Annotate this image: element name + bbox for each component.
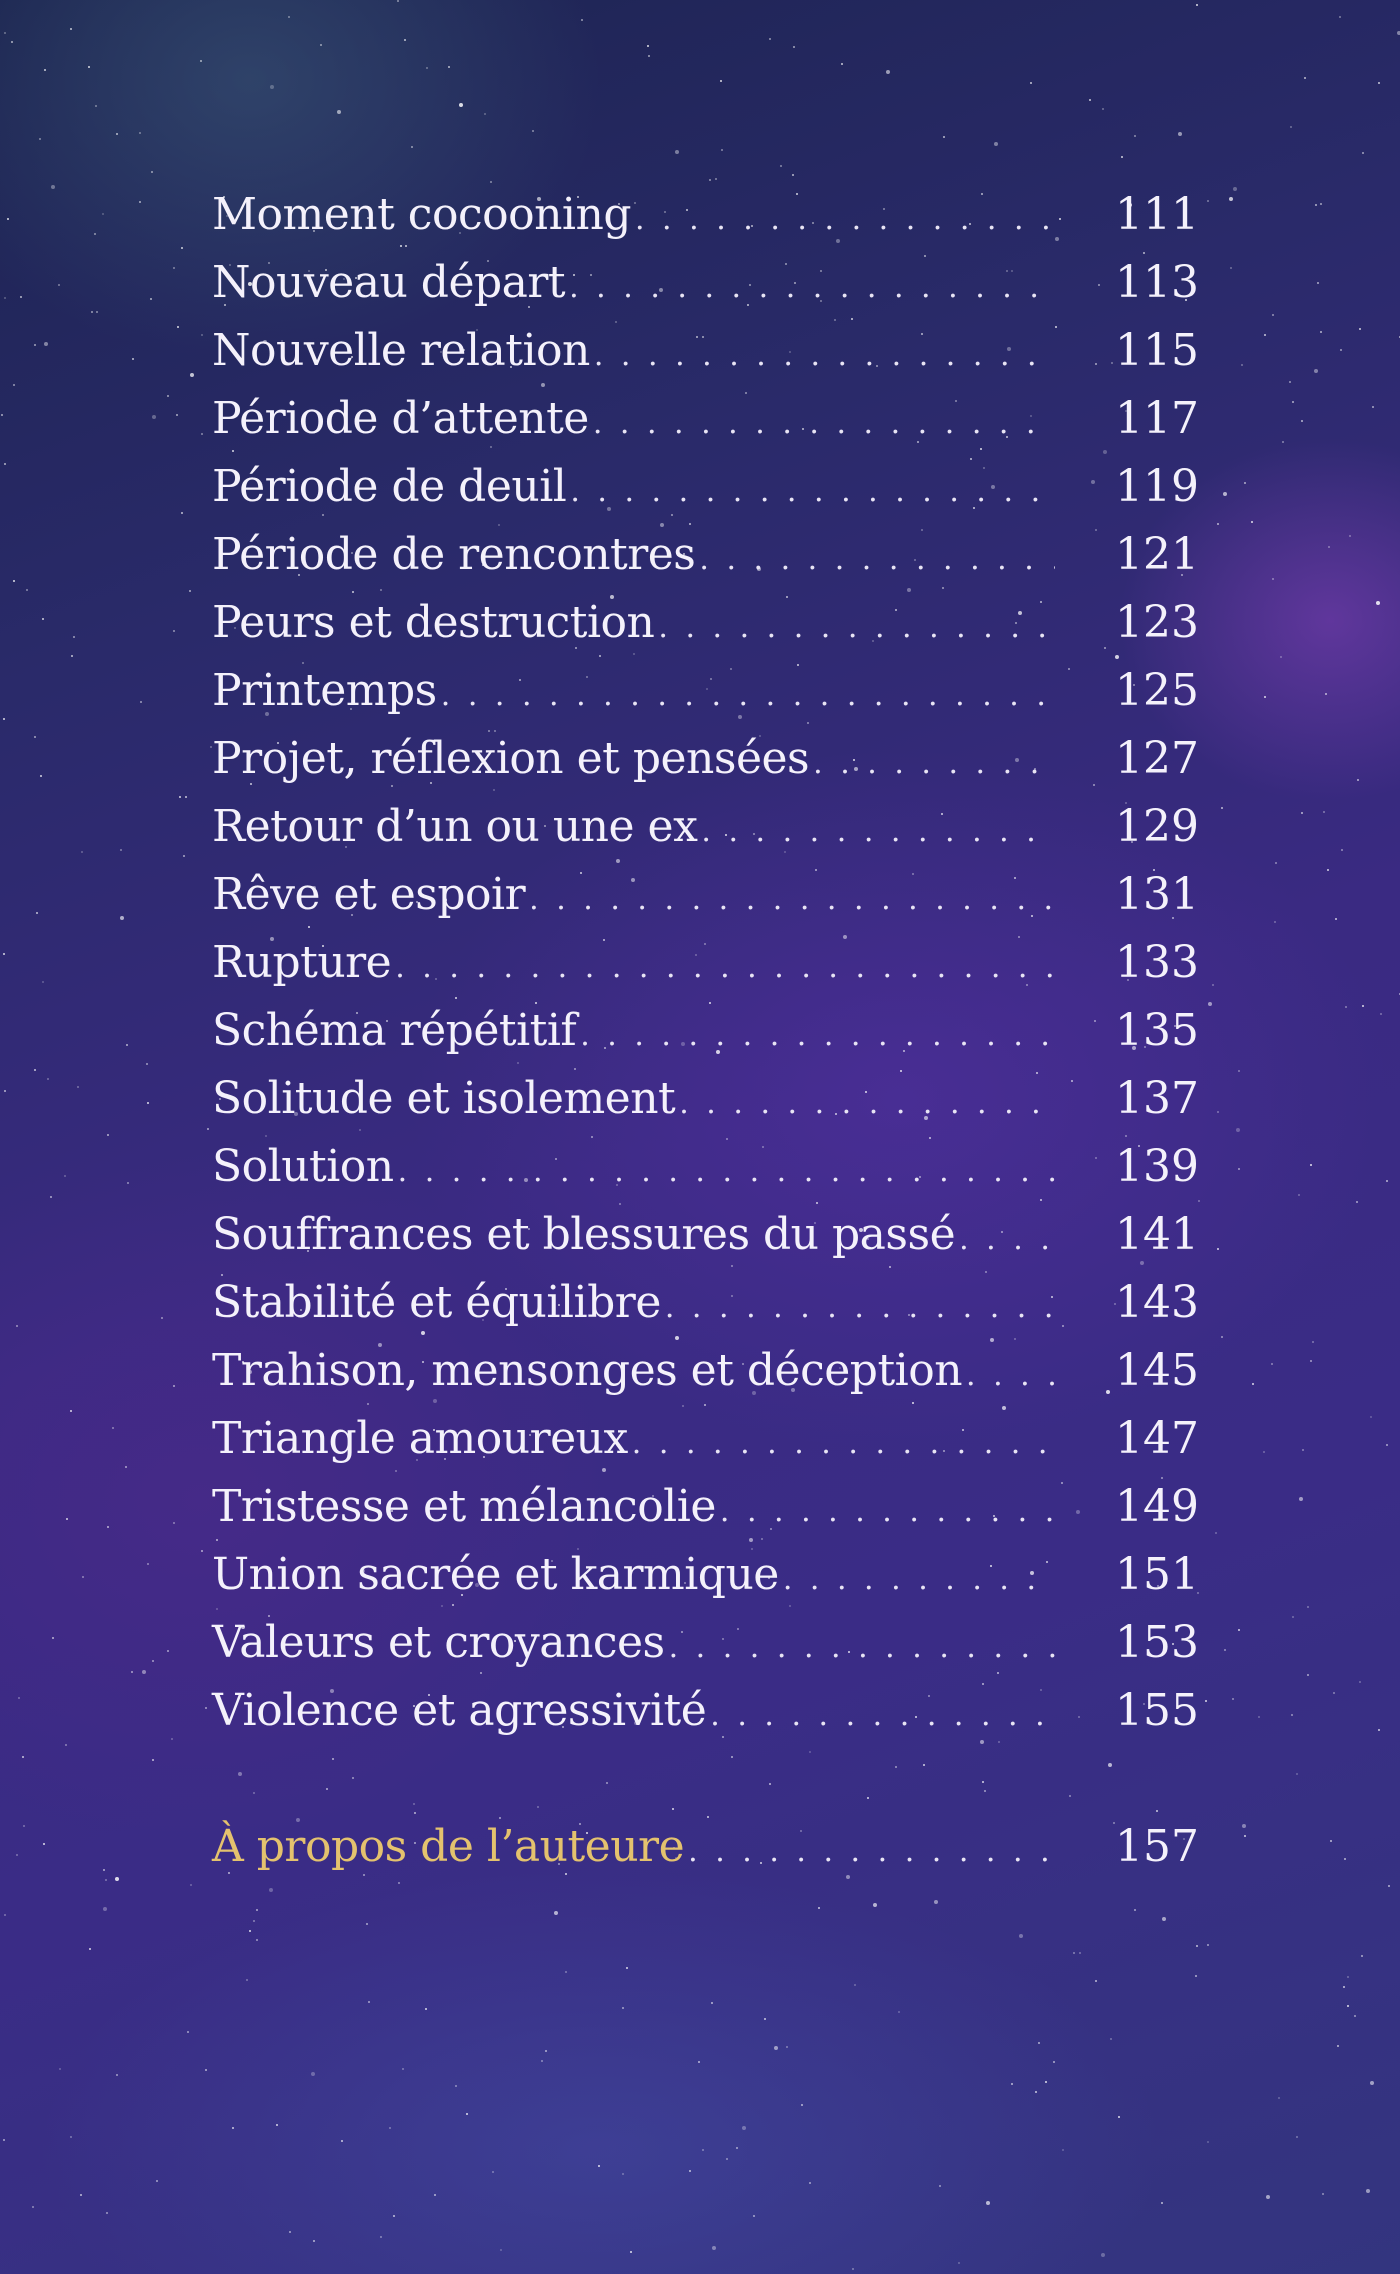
toc-entry[interactable]: Trahison, mensonges et déception. . . . … [212, 1337, 1199, 1405]
entry-title: À propos de l’auteure [212, 1821, 685, 1872]
dot-leader: . . . . . . . . . . . . . . . . . . . . … [634, 202, 1055, 237]
dot-leader: . . . . . . . . . . . . . . . . . . . . … [570, 474, 1055, 509]
entry-title: Schéma répétitif [212, 1005, 577, 1056]
entry-page-number: 111 [1115, 189, 1199, 240]
toc-entry[interactable]: Rêve et espoir. . . . . . . . . . . . . … [212, 861, 1199, 929]
toc-entry[interactable]: Schéma répétitif. . . . . . . . . . . . … [212, 997, 1199, 1065]
entry-page-number: 141 [1115, 1209, 1199, 1260]
dot-leader: . . . . . . . . . . . . . . . . . . . . … [569, 270, 1055, 305]
toc-entry[interactable]: Projet, réflexion et pensées. . . . . . … [212, 725, 1199, 793]
entry-page-number: 157 [1115, 1821, 1199, 1872]
toc-entry[interactable]: Tristesse et mélancolie. . . . . . . . .… [212, 1473, 1199, 1541]
dot-leader: . . . . . . . . . . . . . . . . . . . . … [440, 678, 1055, 713]
dot-leader: . . . . . . . . . . . . . . . . . . . . … [719, 1494, 1055, 1529]
toc-entry[interactable]: Période d’attente. . . . . . . . . . . .… [212, 385, 1199, 453]
entry-page-number: 151 [1115, 1549, 1199, 1600]
entry-title: Solitude et isolement [212, 1073, 676, 1124]
toc-entry-author[interactable]: À propos de l’auteure. . . . . . . . . .… [212, 1813, 1199, 1881]
dot-leader: . . . . . . . . . . . . . . . . . . . . … [631, 1426, 1055, 1461]
toc-entry[interactable]: Nouveau départ. . . . . . . . . . . . . … [212, 249, 1199, 317]
entry-title: Printemps [212, 665, 437, 716]
entry-page-number: 149 [1115, 1481, 1199, 1532]
toc-entry[interactable]: Solitude et isolement. . . . . . . . . .… [212, 1065, 1199, 1133]
toc-entry[interactable]: Retour d’un ou une ex. . . . . . . . . .… [212, 793, 1199, 861]
toc-entry[interactable]: Période de rencontres. . . . . . . . . .… [212, 521, 1199, 589]
entry-title: Triangle amoureux [212, 1413, 628, 1464]
entry-title: Nouveau départ [212, 257, 566, 308]
entry-page-number: 129 [1115, 801, 1199, 852]
entry-title: Retour d’un ou une ex [212, 801, 698, 852]
entry-title: Violence et agressivité [212, 1685, 707, 1736]
entry-page-number: 121 [1115, 529, 1199, 580]
entry-page-number: 133 [1115, 937, 1199, 988]
dot-leader: . . . . . . . . . . . . . . . . . . . . … [580, 1018, 1055, 1053]
dot-leader: . . . . . . . . . . . . . . . . . . . . … [395, 950, 1055, 985]
dot-leader: . . . . . . . . . . . . . . . . . . . . … [592, 406, 1055, 441]
dot-leader: . . . . . . . . . . . . . . . . . . . . … [966, 1358, 1055, 1393]
entry-title: Période de rencontres [212, 529, 696, 580]
entry-page-number: 139 [1115, 1141, 1199, 1192]
entry-title: Union sacrée et karmique [212, 1549, 779, 1600]
entry-title: Période de deuil [212, 461, 567, 512]
dot-leader: . . . . . . . . . . . . . . . . . . . . … [782, 1562, 1055, 1597]
dot-leader: . . . . . . . . . . . . . . . . . . . . … [688, 1834, 1055, 1869]
entry-title: Rêve et espoir [212, 869, 526, 920]
toc-entry[interactable]: Stabilité et équilibre. . . . . . . . . … [212, 1269, 1199, 1337]
dot-leader: . . . . . . . . . . . . . . . . . . . . … [529, 882, 1055, 917]
entry-title: Moment cocooning [212, 189, 631, 240]
dot-leader: . . . . . . . . . . . . . . . . . . . . … [959, 1222, 1055, 1257]
dot-leader: . . . . . . . . . . . . . . . . . . . . … [699, 542, 1055, 577]
entry-title: Rupture [212, 937, 392, 988]
table-of-contents: Moment cocooning. . . . . . . . . . . . … [212, 181, 1199, 1881]
entry-title: Valeurs et croyances [212, 1617, 665, 1668]
toc-entry[interactable]: Période de deuil. . . . . . . . . . . . … [212, 453, 1199, 521]
dot-leader: . . . . . . . . . . . . . . . . . . . . … [668, 1630, 1055, 1665]
entry-page-number: 131 [1115, 869, 1199, 920]
entry-page-number: 155 [1115, 1685, 1199, 1736]
toc-entry[interactable]: Moment cocooning. . . . . . . . . . . . … [212, 181, 1199, 249]
entry-page-number: 117 [1115, 393, 1199, 444]
entry-page-number: 125 [1115, 665, 1199, 716]
toc-entry[interactable]: Triangle amoureux. . . . . . . . . . . .… [212, 1405, 1199, 1473]
entry-page-number: 115 [1115, 325, 1199, 376]
dot-leader: . . . . . . . . . . . . . . . . . . . . … [813, 746, 1055, 781]
entry-page-number: 123 [1115, 597, 1199, 648]
entry-title: Nouvelle relation [212, 325, 590, 376]
entry-page-number: 113 [1115, 257, 1199, 308]
entry-page-number: 153 [1115, 1617, 1199, 1668]
toc-entry[interactable]: Souffrances et blessures du passé. . . .… [212, 1201, 1199, 1269]
toc-entry[interactable]: Peurs et destruction. . . . . . . . . . … [212, 589, 1199, 657]
toc-entry[interactable]: Solution. . . . . . . . . . . . . . . . … [212, 1133, 1199, 1201]
dot-leader: . . . . . . . . . . . . . . . . . . . . … [710, 1698, 1055, 1733]
entry-title: Peurs et destruction [212, 597, 655, 648]
toc-entry[interactable]: Violence et agressivité. . . . . . . . .… [212, 1677, 1199, 1745]
entry-title: Période d’attente [212, 393, 589, 444]
dot-leader: . . . . . . . . . . . . . . . . . . . . … [593, 338, 1055, 373]
dot-leader: . . . . . . . . . . . . . . . . . . . . … [664, 1290, 1055, 1325]
toc-entry[interactable]: Nouvelle relation. . . . . . . . . . . .… [212, 317, 1199, 385]
entry-title: Souffrances et blessures du passé [212, 1209, 956, 1260]
toc-entry[interactable]: Rupture. . . . . . . . . . . . . . . . .… [212, 929, 1199, 997]
entry-page-number: 147 [1115, 1413, 1199, 1464]
entry-title: Solution [212, 1141, 394, 1192]
toc-entry[interactable]: Union sacrée et karmique. . . . . . . . … [212, 1541, 1199, 1609]
entry-title: Projet, réflexion et pensées [212, 733, 810, 784]
entry-title: Tristesse et mélancolie [212, 1481, 716, 1532]
dot-leader: . . . . . . . . . . . . . . . . . . . . … [397, 1154, 1055, 1189]
entry-page-number: 127 [1115, 733, 1199, 784]
entry-title: Trahison, mensonges et déception [212, 1345, 963, 1396]
dot-leader: . . . . . . . . . . . . . . . . . . . . … [679, 1086, 1055, 1121]
entry-page-number: 137 [1115, 1073, 1199, 1124]
dot-leader: . . . . . . . . . . . . . . . . . . . . … [701, 814, 1055, 849]
entry-title: Stabilité et équilibre [212, 1277, 661, 1328]
toc-entry[interactable]: Printemps. . . . . . . . . . . . . . . .… [212, 657, 1199, 725]
entry-page-number: 145 [1115, 1345, 1199, 1396]
dot-leader: . . . . . . . . . . . . . . . . . . . . … [658, 610, 1055, 645]
starfield-background [0, 0, 2, 2]
entry-page-number: 143 [1115, 1277, 1199, 1328]
entry-page-number: 135 [1115, 1005, 1199, 1056]
entry-page-number: 119 [1115, 461, 1199, 512]
toc-entry[interactable]: Valeurs et croyances. . . . . . . . . . … [212, 1609, 1199, 1677]
